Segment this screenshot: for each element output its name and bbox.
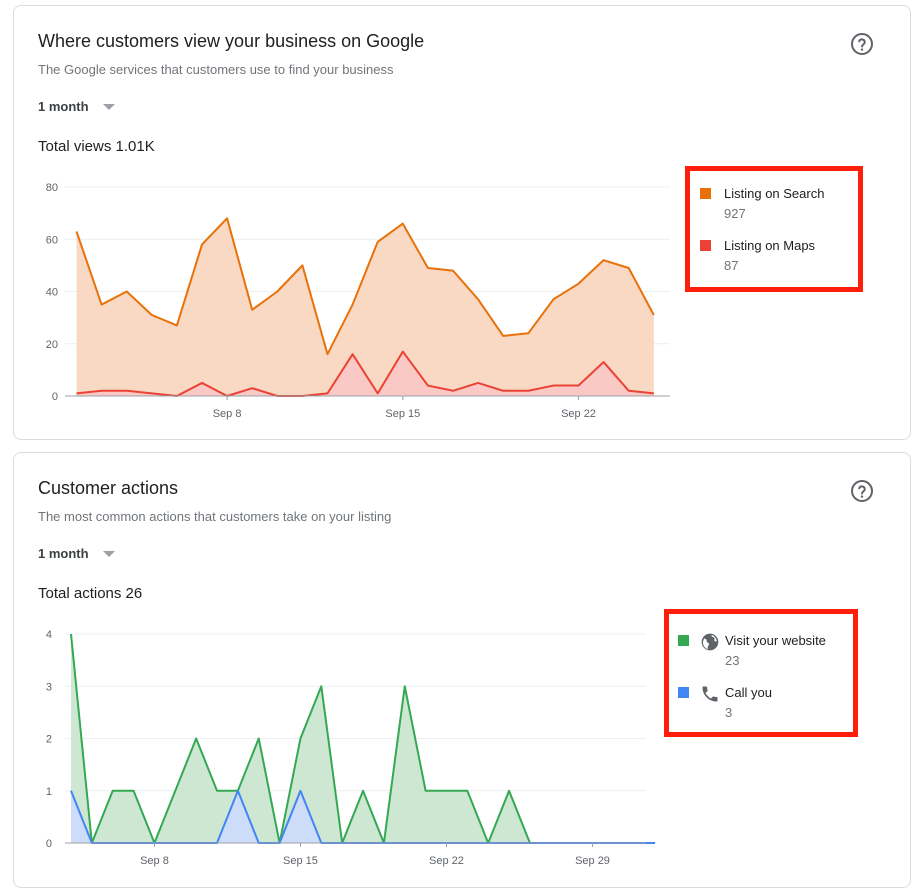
x-tick-label: Sep 22	[429, 855, 464, 867]
y-tick-label: 1	[46, 786, 52, 798]
legend-swatch-maps	[700, 240, 711, 251]
period-dropdown[interactable]: 1 month	[38, 546, 115, 561]
legend-label-search: Listing on Search	[724, 186, 825, 201]
actions-chart: 0 1 2 3 4 Sep 8 Sep 15 Sep 22 Sep 29	[46, 629, 656, 867]
x-tick-label: Sep 8	[213, 408, 242, 420]
views-chart: 0 20 40 60 80 Sep 8 Sep 15 Sep 22	[46, 182, 670, 420]
card-title: Customer actions	[38, 478, 179, 498]
series-area-0	[76, 218, 654, 396]
help-circle-icon[interactable]	[850, 32, 874, 56]
actions-card: Customer actions The most common actions…	[13, 452, 911, 888]
period-label: 1 month	[38, 546, 89, 561]
y-tick-label: 80	[46, 182, 58, 194]
legend-value-call: 3	[725, 705, 733, 720]
card-title: Where customers view your business on Go…	[38, 31, 425, 51]
phone-icon	[702, 686, 718, 702]
period-label: 1 month	[38, 99, 89, 114]
views-legend: Listing on Search 927 Listing on Maps 87	[685, 166, 863, 292]
x-tick-label: Sep 29	[575, 855, 610, 867]
total-actions: Total actions 26	[38, 585, 143, 602]
y-tick-label: 0	[46, 838, 52, 850]
x-tick-label: Sep 22	[561, 408, 596, 420]
legend-swatch-search	[700, 188, 711, 199]
period-dropdown[interactable]: 1 month	[38, 99, 115, 114]
y-tick-label: 4	[46, 629, 52, 641]
series-line-0	[75, 217, 655, 356]
y-tick-label: 60	[46, 234, 58, 246]
legend-swatch-call	[678, 687, 689, 698]
views-card: Where customers view your business on Go…	[13, 5, 911, 440]
globe-icon	[701, 633, 719, 651]
legend-label-website: Visit your website	[725, 633, 826, 648]
legend-label-maps: Listing on Maps	[724, 238, 816, 253]
dropdown-arrow-icon	[102, 103, 115, 110]
legend-value-website: 23	[725, 653, 740, 668]
total-views: Total views 1.01K	[38, 138, 155, 155]
card-subtitle: The Google services that customers use t…	[38, 62, 394, 77]
help-circle-icon[interactable]	[850, 479, 874, 503]
legend-swatch-website	[678, 635, 689, 646]
y-tick-label: 3	[46, 681, 52, 693]
dropdown-arrow-icon	[102, 550, 115, 557]
x-tick-label: Sep 15	[283, 855, 318, 867]
legend-label-call: Call you	[725, 685, 772, 700]
y-tick-label: 2	[46, 734, 52, 746]
legend-value-maps: 87	[724, 258, 739, 273]
legend-value-search: 927	[724, 206, 746, 221]
x-tick-label: Sep 15	[385, 408, 420, 420]
y-tick-label: 40	[46, 287, 58, 299]
y-tick-label: 20	[46, 339, 58, 351]
card-subtitle: The most common actions that customers t…	[38, 509, 392, 524]
actions-legend: Visit your website 23 Call you 3	[664, 609, 858, 737]
x-tick-label: Sep 8	[140, 855, 169, 867]
y-tick-label: 0	[52, 391, 58, 403]
